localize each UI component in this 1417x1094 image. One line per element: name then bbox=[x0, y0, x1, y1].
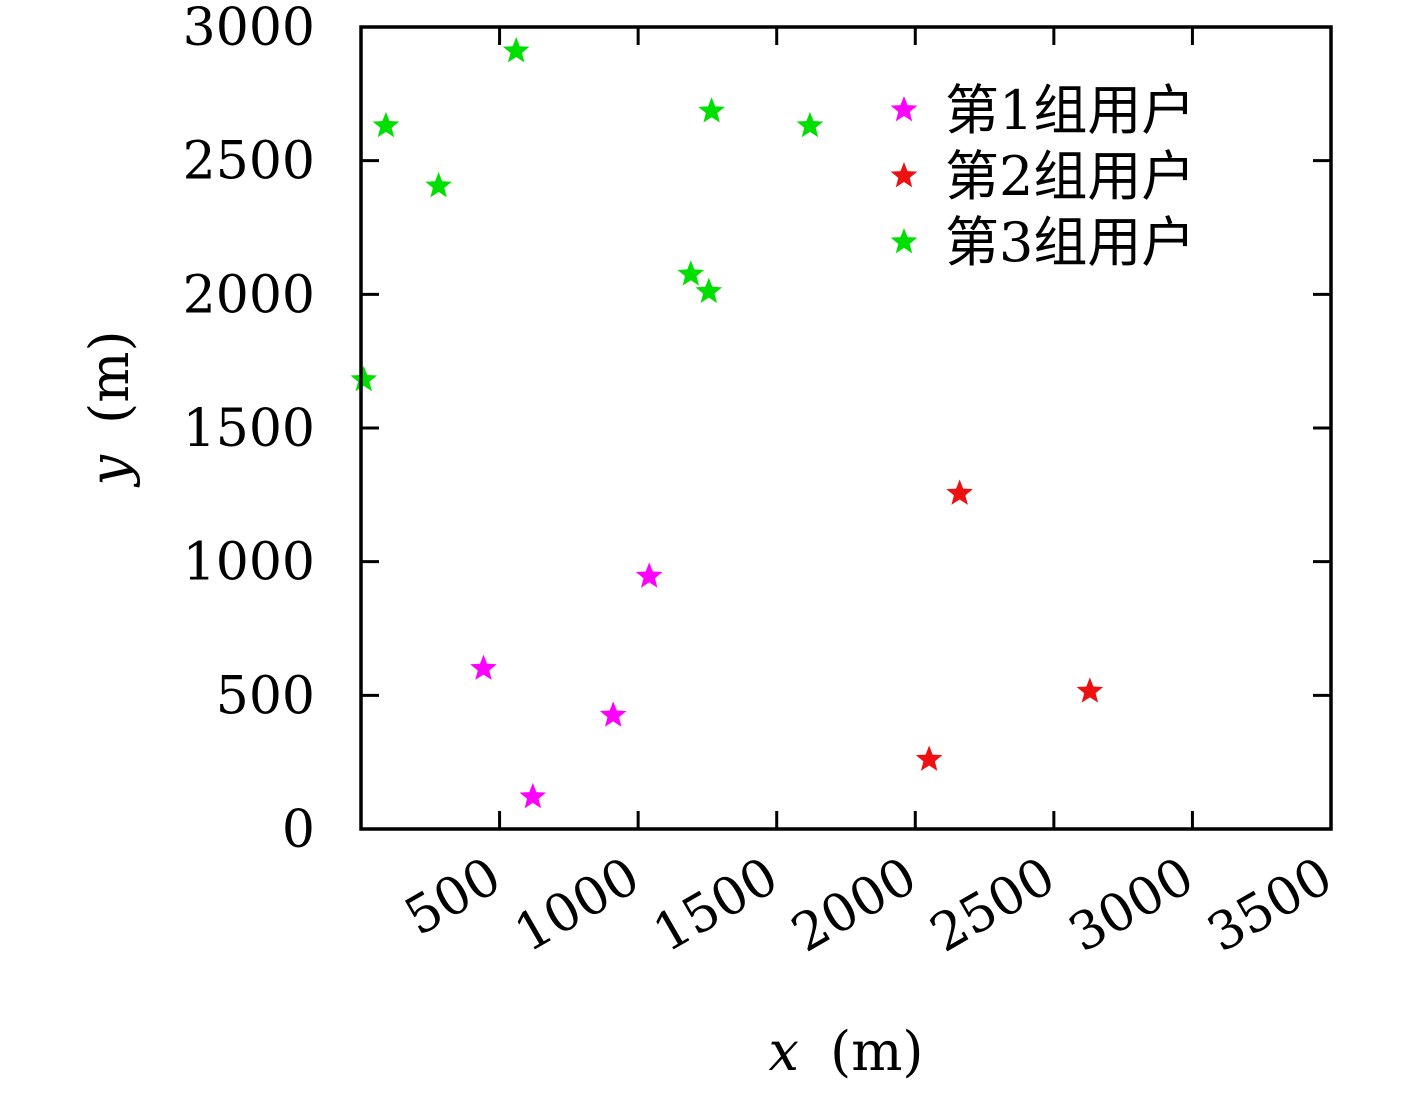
data-point-series-3 bbox=[677, 260, 705, 286]
x-axis-label: x (m) bbox=[769, 1020, 924, 1083]
x-tick-label: 500 bbox=[395, 846, 511, 948]
plot-area-frame bbox=[359, 25, 1333, 831]
legend-marker-1 bbox=[890, 96, 918, 122]
data-point-series-3 bbox=[695, 277, 723, 303]
data-points bbox=[350, 37, 1104, 809]
legend-marker-2 bbox=[890, 162, 918, 188]
x-tick-label: 3500 bbox=[1198, 846, 1343, 964]
data-point-series-3 bbox=[796, 111, 824, 138]
legend-label-3: 第3组用户 bbox=[945, 211, 1195, 274]
x-tick-label: 3000 bbox=[1059, 846, 1204, 964]
x-tick-label: 2000 bbox=[782, 846, 927, 964]
legend-label-1: 第1组用户 bbox=[945, 79, 1195, 142]
data-point-series-3 bbox=[502, 37, 530, 63]
y-axis-label: y (m) bbox=[78, 330, 141, 487]
legend-marker-3 bbox=[890, 228, 918, 254]
y-tick-label: 1500 bbox=[183, 399, 315, 459]
data-point-series-1 bbox=[519, 782, 547, 809]
y-tick-label: 2500 bbox=[183, 132, 315, 192]
y-axis-unit: (m) bbox=[78, 330, 141, 423]
data-point-series-2 bbox=[1076, 677, 1104, 703]
x-axis-variable: x bbox=[769, 1020, 799, 1083]
data-point-series-1 bbox=[470, 654, 497, 680]
y-tick-label: 500 bbox=[216, 666, 315, 726]
data-point-series-1 bbox=[635, 562, 663, 588]
x-tick-label: 1000 bbox=[505, 846, 650, 964]
y-tick-label: 0 bbox=[282, 800, 315, 860]
data-point-series-3 bbox=[698, 97, 725, 123]
data-point-series-1 bbox=[599, 701, 627, 727]
y-tick-label: 1000 bbox=[183, 533, 315, 593]
data-point-series-3 bbox=[425, 172, 452, 198]
data-point-series-3 bbox=[372, 111, 400, 138]
legend-label-2: 第2组用户 bbox=[945, 145, 1195, 208]
data-point-series-2 bbox=[946, 479, 973, 505]
x-tick-label: 1500 bbox=[644, 846, 789, 964]
x-tick-label: 2500 bbox=[921, 846, 1066, 964]
data-point-series-2 bbox=[915, 745, 943, 771]
y-axis-variable: y bbox=[78, 454, 141, 488]
y-tick-label: 3000 bbox=[183, 0, 315, 58]
y-axis-ticks: 0 500 1000 1500 2000 2500 3000 bbox=[183, 0, 1331, 860]
y-tick-label: 2000 bbox=[183, 265, 315, 325]
x-axis-unit: (m) bbox=[830, 1020, 923, 1083]
data-point-series-3 bbox=[350, 365, 378, 392]
